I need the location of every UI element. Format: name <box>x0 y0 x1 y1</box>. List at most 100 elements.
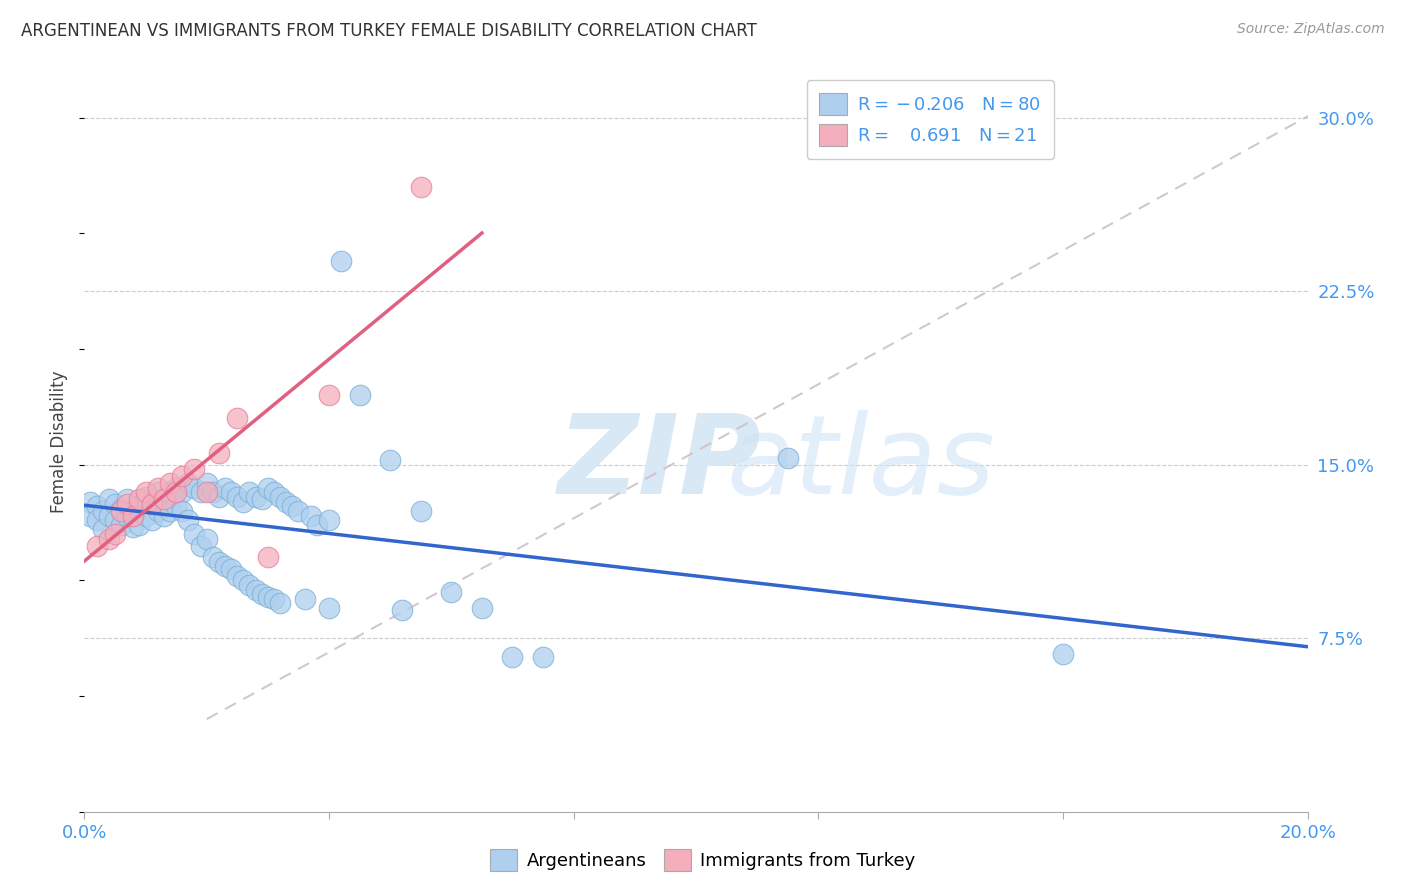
Point <box>531 649 554 664</box>
Point <box>159 485 181 500</box>
Point <box>79 508 101 523</box>
Point <box>232 574 254 588</box>
Point <box>250 587 273 601</box>
Point <box>226 490 249 504</box>
Point <box>153 492 176 507</box>
Point <box>269 597 291 611</box>
Point <box>276 494 298 508</box>
Point <box>263 591 285 606</box>
Point <box>97 532 120 546</box>
Y-axis label: Female Disability: Female Disability <box>51 370 69 513</box>
Point <box>97 508 120 523</box>
Point <box>141 497 163 511</box>
Point <box>208 555 231 569</box>
Point <box>201 550 224 565</box>
Point <box>86 539 108 553</box>
Point <box>91 504 114 518</box>
Point <box>195 476 218 491</box>
Point <box>110 517 132 532</box>
Point <box>305 517 328 532</box>
Point <box>128 492 150 507</box>
Point <box>232 494 254 508</box>
Point <box>177 513 200 527</box>
Point <box>146 481 169 495</box>
Point <box>104 513 127 527</box>
Point <box>190 539 212 553</box>
Point <box>201 485 224 500</box>
Point <box>226 411 249 425</box>
Point <box>122 508 145 523</box>
Point <box>1052 648 1074 662</box>
Point <box>104 527 127 541</box>
Point <box>86 513 108 527</box>
Point <box>238 578 260 592</box>
Point <box>208 446 231 460</box>
Point <box>471 601 494 615</box>
Point <box>153 492 176 507</box>
Point <box>91 523 114 537</box>
Point <box>409 504 432 518</box>
Point <box>257 590 280 604</box>
Point <box>128 500 150 514</box>
Point <box>257 481 280 495</box>
Point <box>135 508 157 523</box>
Point <box>257 550 280 565</box>
Point <box>115 497 138 511</box>
Point <box>245 490 267 504</box>
Point <box>110 504 132 518</box>
Point <box>165 485 187 500</box>
Point <box>330 254 353 268</box>
Point <box>214 481 236 495</box>
Text: ARGENTINEAN VS IMMIGRANTS FROM TURKEY FEMALE DISABILITY CORRELATION CHART: ARGENTINEAN VS IMMIGRANTS FROM TURKEY FE… <box>21 22 756 40</box>
Point <box>776 450 799 465</box>
Text: atlas: atlas <box>727 410 995 517</box>
Point <box>165 481 187 495</box>
Point <box>299 508 322 523</box>
Point <box>183 527 205 541</box>
Point <box>287 504 309 518</box>
Point <box>177 476 200 491</box>
Point <box>226 568 249 582</box>
Point <box>380 453 402 467</box>
Point <box>79 494 101 508</box>
Point <box>159 504 181 518</box>
Point <box>122 504 145 518</box>
Point <box>238 485 260 500</box>
Point <box>409 180 432 194</box>
Point <box>86 500 108 514</box>
Point <box>153 508 176 523</box>
Point <box>318 513 340 527</box>
Point <box>318 388 340 402</box>
Point <box>263 485 285 500</box>
Point <box>135 485 157 500</box>
Point <box>250 492 273 507</box>
Point <box>195 532 218 546</box>
Point <box>502 649 524 664</box>
Point <box>219 562 242 576</box>
Point <box>190 485 212 500</box>
Point <box>208 490 231 504</box>
Point <box>165 500 187 514</box>
Point <box>122 520 145 534</box>
Point <box>141 497 163 511</box>
Point <box>349 388 371 402</box>
Point <box>440 585 463 599</box>
Text: ZIP: ZIP <box>558 410 761 517</box>
Point <box>97 492 120 507</box>
Point <box>172 504 194 518</box>
Point <box>281 500 304 514</box>
Point <box>269 490 291 504</box>
Point <box>172 485 194 500</box>
Point <box>141 513 163 527</box>
Point <box>195 485 218 500</box>
Point <box>245 582 267 597</box>
Point <box>183 462 205 476</box>
Point <box>146 504 169 518</box>
Point <box>183 481 205 495</box>
Point <box>294 591 316 606</box>
Point <box>172 469 194 483</box>
Point <box>214 559 236 574</box>
Legend: Argentineans, Immigrants from Turkey: Argentineans, Immigrants from Turkey <box>484 842 922 879</box>
Point <box>104 497 127 511</box>
Point <box>391 603 413 617</box>
